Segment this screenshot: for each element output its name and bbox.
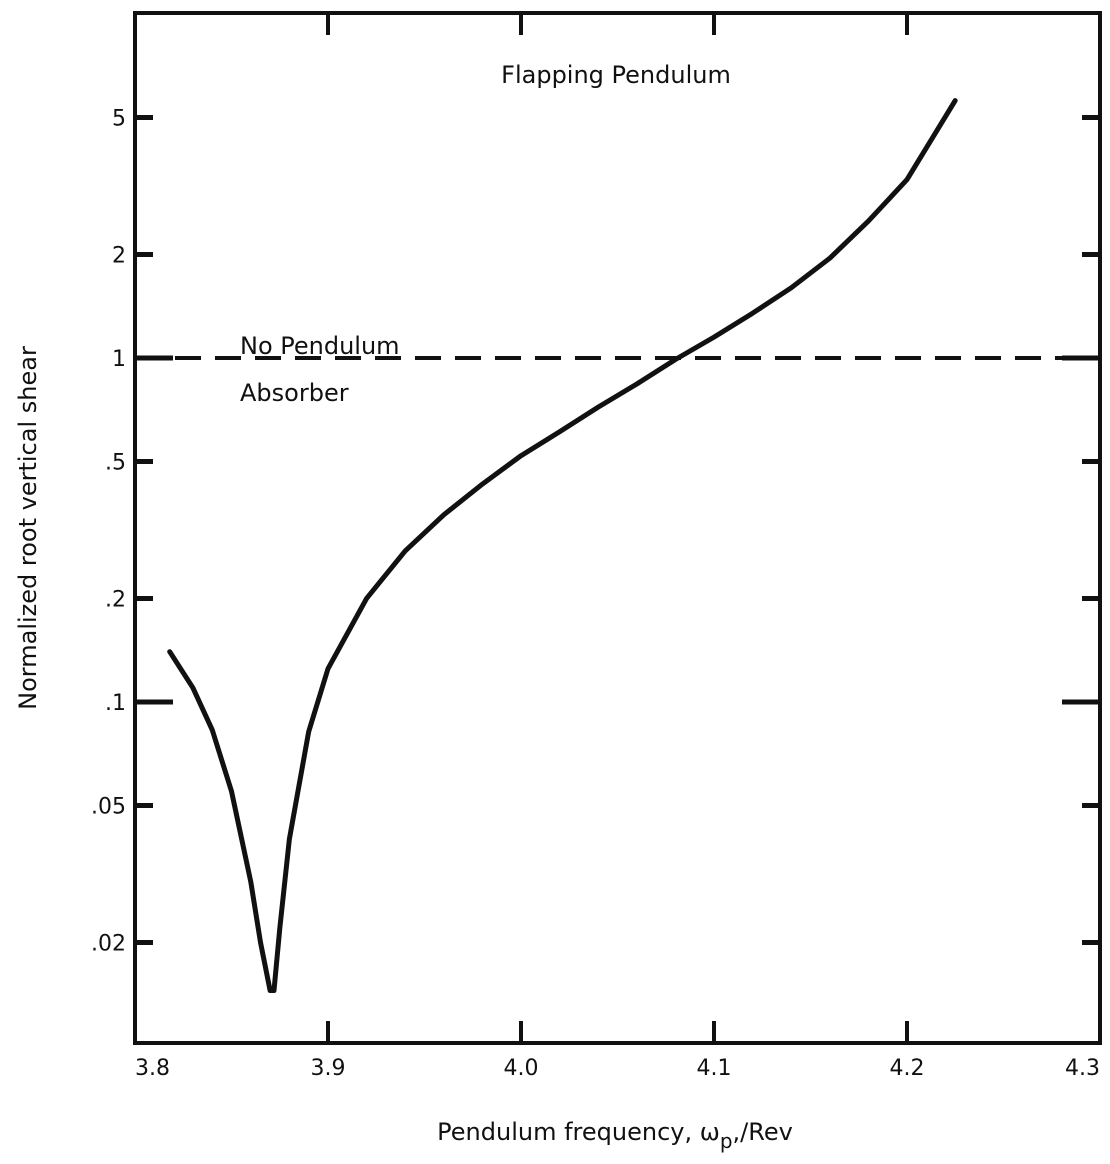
y-tick-label: 2 xyxy=(112,243,126,268)
y-tick-label: .02 xyxy=(91,931,126,956)
y-tick-label: .5 xyxy=(105,451,126,476)
x-tick-label: 4.1 xyxy=(697,1056,732,1081)
chart-title: Flapping Pendulum xyxy=(501,61,731,89)
y-tick-label: .1 xyxy=(105,691,126,716)
y-axis-title: Normalized root vertical shear xyxy=(14,346,42,710)
y-tick-label: 1 xyxy=(112,347,126,372)
y-tick-label: .2 xyxy=(105,587,126,612)
y-tick-label: .05 xyxy=(91,795,126,820)
x-tick-label: 3.9 xyxy=(311,1056,346,1081)
x-axis-title-main: Pendulum frequency, ω xyxy=(437,1118,720,1146)
x-axis-title-tail: ,/Rev xyxy=(733,1118,793,1146)
annotation-absorber: Absorber xyxy=(240,379,349,407)
x-tick-label: 4.3 xyxy=(1065,1056,1100,1081)
plot-frame xyxy=(133,11,1102,1045)
x-tick-label: 3.8 xyxy=(135,1056,170,1081)
x-axis-title-subscript: p xyxy=(720,1129,733,1153)
annotation-no-pendulum: No Pendulum xyxy=(240,332,400,360)
x-tick-label: 4.2 xyxy=(890,1056,925,1081)
x-tick-label: 4.0 xyxy=(504,1056,539,1081)
tick-marks xyxy=(133,13,1102,1043)
y-tick-label: 5 xyxy=(112,107,126,132)
x-axis-title: Pendulum frequency, ωp,/Rev xyxy=(437,1118,793,1153)
tick-labels: 3.8 3.9 4.0 4.1 4.2 4.3 5 2 1 .5 .2 .1 .05 .02 xyxy=(91,107,1100,1081)
shear-curve-line xyxy=(167,98,958,993)
